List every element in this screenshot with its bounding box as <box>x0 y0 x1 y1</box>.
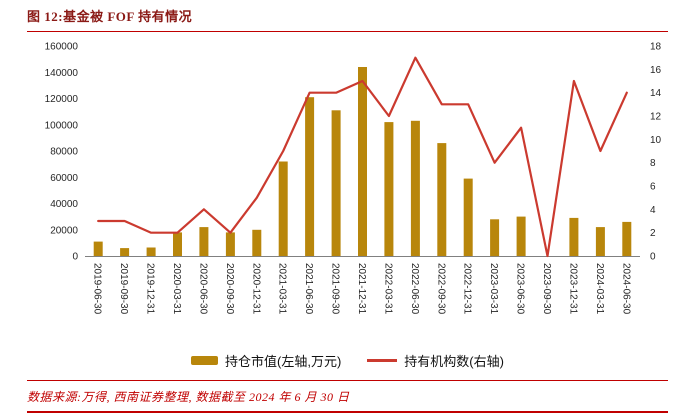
chart-area: 0 20000 40000 60000 80000 100000 120000 140000 1… <box>0 32 695 340</box>
svg-text:2020-06-30: 2020-06-30 <box>197 263 208 315</box>
svg-text:160000: 160000 <box>45 42 79 53</box>
svg-text:2: 2 <box>650 228 656 239</box>
svg-text:0: 0 <box>650 252 656 263</box>
svg-text:2022-09-30: 2022-09-30 <box>435 263 446 315</box>
svg-text:2024-06-30: 2024-06-30 <box>620 263 631 315</box>
svg-text:2020-12-31: 2020-12-31 <box>250 263 261 315</box>
chart-legend: 持仓市值(左轴,万元) 持有机构数(右轴) <box>0 340 695 380</box>
svg-text:2020-03-31: 2020-03-31 <box>171 263 182 315</box>
line-series-swatch <box>367 358 398 362</box>
svg-text:2021-09-30: 2021-09-30 <box>330 263 341 315</box>
svg-text:2019-06-30: 2019-06-30 <box>92 263 103 315</box>
svg-text:4: 4 <box>650 205 656 216</box>
svg-text:6: 6 <box>650 182 656 193</box>
svg-text:40000: 40000 <box>50 199 78 210</box>
svg-text:60000: 60000 <box>50 173 78 184</box>
svg-text:2022-12-31: 2022-12-31 <box>462 263 473 315</box>
svg-text:2023-06-30: 2023-06-30 <box>515 263 526 315</box>
svg-text:2021-06-30: 2021-06-30 <box>303 263 314 315</box>
data-source-note: 数据来源:万得, 西南证券整理, 数据截至 2024 年 6 月 30 日 <box>27 389 350 404</box>
svg-text:2024-03-31: 2024-03-31 <box>594 263 605 315</box>
svg-text:2019-12-31: 2019-12-31 <box>145 263 156 315</box>
svg-text:2019-09-30: 2019-09-30 <box>118 263 129 315</box>
fof-holdings-combo-chart: 0 20000 40000 60000 80000 100000 120000 140000 1… <box>45 42 662 315</box>
svg-text:140000: 140000 <box>45 68 79 79</box>
svg-text:10: 10 <box>650 135 662 146</box>
svg-text:2023-03-31: 2023-03-31 <box>488 263 499 315</box>
figure-footer: 数据来源:万得, 西南证券整理, 数据截至 2024 年 6 月 30 日 <box>27 380 668 413</box>
svg-text:2022-03-31: 2022-03-31 <box>382 263 393 315</box>
svg-text:80000: 80000 <box>50 147 78 158</box>
svg-text:0: 0 <box>72 252 78 263</box>
svg-text:2020-09-30: 2020-09-30 <box>224 263 235 315</box>
svg-text:2022-06-30: 2022-06-30 <box>409 263 420 315</box>
svg-text:8: 8 <box>650 158 656 169</box>
svg-text:2021-03-31: 2021-03-31 <box>277 263 288 315</box>
figure-header: 图 12:基金被 FOF 持有情况 <box>27 0 668 32</box>
svg-text:16: 16 <box>650 65 662 76</box>
svg-text:2021-12-31: 2021-12-31 <box>356 263 367 315</box>
bar-series-label: 持仓市值(左轴,万元) <box>225 353 342 369</box>
svg-text:120000: 120000 <box>45 94 79 105</box>
svg-text:100000: 100000 <box>45 120 79 131</box>
svg-text:20000: 20000 <box>50 225 78 236</box>
svg-text:12: 12 <box>650 112 662 123</box>
svg-text:2023-09-30: 2023-09-30 <box>541 263 552 315</box>
svg-text:2023-12-31: 2023-12-31 <box>567 263 578 315</box>
line-series-label: 持有机构数(右轴) <box>404 353 504 369</box>
bar-series-swatch <box>191 355 219 365</box>
figure-title: 图 12:基金被 FOF 持有情况 <box>27 9 193 24</box>
svg-text:14: 14 <box>650 88 662 99</box>
svg-text:18: 18 <box>650 42 662 53</box>
